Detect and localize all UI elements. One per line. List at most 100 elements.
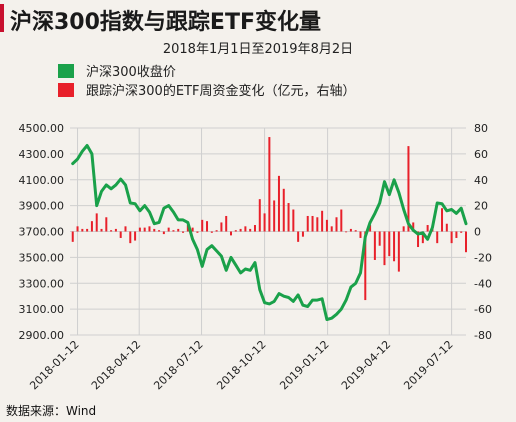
chart-title: 沪深300指数与跟踪ETF变化量 — [10, 10, 321, 35]
x-tick-label: 2019-07-12 — [401, 338, 455, 392]
etf-bar — [335, 217, 338, 232]
etf-bar — [287, 203, 290, 232]
etf-bar — [201, 219, 204, 232]
etf-bar — [421, 231, 424, 244]
y-right-tick-label: 60 — [474, 148, 488, 161]
legend-label-index: 沪深300收盘价 — [86, 65, 176, 80]
etf-bar — [153, 228, 156, 232]
etf-bar — [71, 231, 74, 242]
etf-bar — [321, 210, 324, 232]
y-right-tick-label: 20 — [474, 200, 488, 213]
etf-bar — [90, 221, 93, 232]
etf-bar — [258, 199, 261, 232]
etf-bar — [158, 230, 161, 232]
x-tick-label: 2019-04-12 — [339, 338, 393, 392]
etf-bar — [311, 215, 314, 232]
y-right-tick-label: 40 — [474, 174, 488, 187]
etf-bar — [388, 231, 391, 257]
etf-bar — [340, 209, 343, 232]
etf-bar — [345, 231, 348, 233]
etf-bar — [196, 231, 199, 233]
x-tick-label: 2018-07-12 — [151, 338, 205, 392]
etf-bar — [354, 230, 357, 232]
etf-bar — [364, 231, 367, 301]
y-right-tick-label: -80 — [474, 329, 492, 342]
etf-bar — [234, 230, 237, 232]
etf-bar — [143, 227, 146, 232]
etf-bar — [268, 137, 271, 232]
etf-bar — [359, 231, 362, 238]
etf-bar — [100, 228, 103, 232]
legend-label-etf: 跟踪沪深300的ETF周资金变化（亿元，右轴） — [86, 84, 356, 99]
x-tick-label: 2018-04-12 — [89, 338, 143, 392]
etf-bar — [426, 225, 429, 232]
legend-swatch-index — [58, 64, 74, 78]
etf-bar — [220, 222, 223, 232]
etf-bar — [249, 228, 252, 232]
etf-bar — [325, 219, 328, 232]
etf-bar — [239, 228, 242, 232]
etf-bar — [86, 228, 89, 232]
etf-bar — [349, 228, 352, 232]
etf-bar — [263, 213, 266, 232]
etf-bar — [134, 231, 137, 241]
title-accent-bar — [0, 4, 4, 32]
etf-bar — [316, 217, 319, 232]
etf-bar — [445, 223, 448, 232]
etf-bar — [95, 213, 98, 232]
y-left-tick-label: 3900.00 — [19, 200, 65, 213]
etf-bar — [225, 215, 228, 232]
etf-bar — [277, 175, 280, 232]
etf-bar — [441, 208, 444, 232]
etf-bars — [71, 137, 467, 301]
etf-bar — [417, 231, 420, 248]
etf-bar — [465, 231, 467, 253]
etf-bar — [378, 231, 381, 246]
etf-bar — [148, 226, 151, 232]
index-line-group — [71, 144, 468, 321]
etf-bar — [177, 228, 180, 232]
etf-bar — [162, 231, 165, 235]
y-left-tick-label: 3700.00 — [19, 226, 65, 239]
y-left-tick-label: 4100.00 — [19, 174, 65, 187]
y-left-tick-label: 4500.00 — [19, 122, 65, 135]
etf-bar — [282, 188, 285, 232]
etf-bar — [138, 227, 141, 232]
etf-bar — [230, 231, 233, 236]
etf-bar — [273, 200, 276, 232]
etf-bar — [393, 231, 396, 262]
etf-bar — [186, 225, 189, 232]
etf-bar — [253, 225, 256, 232]
etf-bar — [330, 226, 333, 232]
y-right-tick-label: -60 — [474, 303, 492, 316]
y-left-tick-label: 3100.00 — [19, 303, 65, 316]
x-tick-label: 2018-01-12 — [27, 338, 81, 392]
etf-bar — [436, 231, 439, 244]
index-line — [71, 144, 468, 321]
etf-bar — [105, 217, 108, 232]
etf-bar — [172, 230, 175, 232]
etf-bar — [210, 231, 213, 233]
etf-bar — [301, 231, 304, 237]
y-left-tick-label: 4300.00 — [19, 148, 65, 161]
y-right-tick-label: -20 — [474, 251, 492, 264]
etf-bar — [292, 209, 295, 232]
legend-swatch-etf — [58, 83, 74, 97]
etf-bar — [369, 225, 372, 232]
etf-bar — [215, 230, 218, 232]
y-left-tick-label: 3300.00 — [19, 277, 65, 290]
etf-bar — [110, 230, 113, 232]
etf-bar — [460, 231, 463, 233]
y-left-tick-label: 3500.00 — [19, 251, 65, 264]
etf-bar — [119, 231, 122, 238]
etf-bar — [402, 226, 405, 232]
etf-bar — [129, 231, 132, 244]
etf-bar — [407, 146, 410, 232]
chart-subtitle: 2018年1月1日至2019年8月2日 — [162, 42, 354, 57]
etf-bar — [306, 215, 309, 232]
etf-bar — [182, 231, 185, 233]
data-source: 数据来源：Wind — [6, 404, 97, 418]
etf-bar — [412, 222, 415, 232]
etf-bar — [76, 226, 79, 232]
